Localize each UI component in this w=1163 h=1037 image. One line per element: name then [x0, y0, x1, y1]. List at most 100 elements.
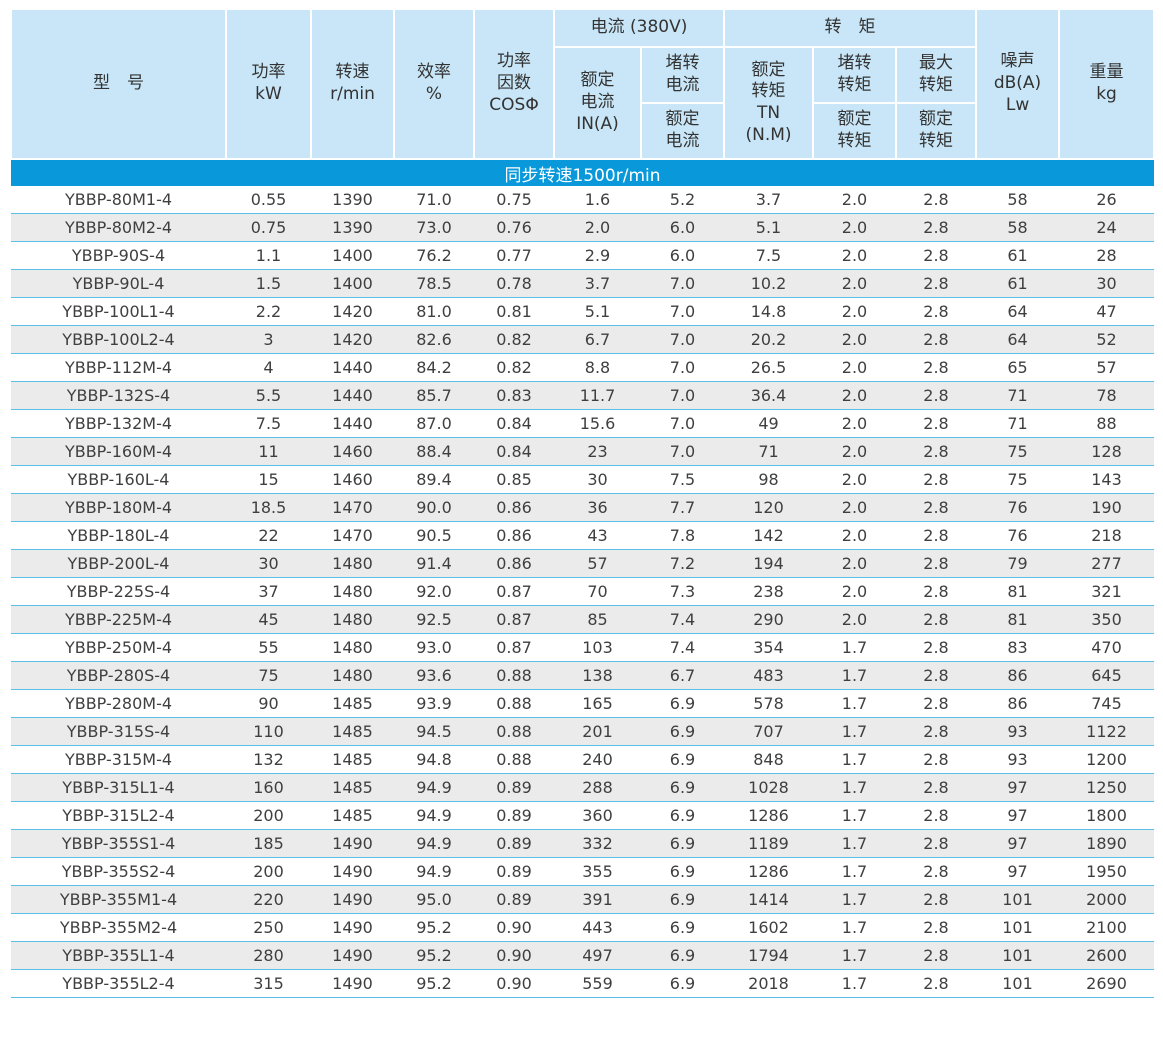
cell-rated-current: 288 — [554, 773, 641, 802]
cell-efficiency: 89.4 — [394, 465, 474, 494]
cell-noise: 86 — [976, 661, 1060, 690]
cell-rated-torque: 20.2 — [724, 325, 813, 354]
cell-rated-torque: 71 — [724, 437, 813, 466]
cell-locked-current-ratio: 6.9 — [641, 773, 724, 802]
cell-efficiency: 78.5 — [394, 269, 474, 298]
cell-noise: 97 — [976, 829, 1060, 858]
cell-power-factor: 0.87 — [474, 605, 554, 634]
cell-power: 200 — [226, 857, 311, 886]
cell-locked-torque-ratio: 2.0 — [813, 521, 896, 550]
table-row: YBBP-280M-4 90 1485 93.9 0.88 165 6.9 578 1.7 2.8… — [11, 689, 1155, 718]
cell-efficiency: 95.2 — [394, 913, 474, 942]
cell-power-factor: 0.89 — [474, 801, 554, 830]
col-header-locked-torque-numerator: 堵转 转矩 — [812, 46, 897, 104]
cell-noise: 81 — [976, 577, 1060, 606]
cell-rated-current: 57 — [554, 549, 641, 578]
cell-power-factor: 0.90 — [474, 969, 554, 998]
cell-power: 4 — [226, 353, 311, 382]
cell-weight: 350 — [1059, 605, 1155, 634]
cell-rated-torque: 98 — [724, 465, 813, 494]
col-header-max-torque-numerator: 最大 转矩 — [894, 46, 978, 104]
cell-power-factor: 0.84 — [474, 437, 554, 466]
col-header-efficiency: 效率 % — [393, 8, 475, 160]
cell-model: YBBP-280M-4 — [11, 689, 226, 718]
table-row: YBBP-315M-4 132 1485 94.8 0.88 240 6.9 848 1.7 2.… — [11, 745, 1155, 774]
cell-rated-current: 36 — [554, 493, 641, 522]
cell-power: 7.5 — [226, 409, 311, 438]
cell-power: 18.5 — [226, 493, 311, 522]
cell-locked-current-ratio: 7.7 — [641, 493, 724, 522]
cell-max-torque-ratio: 2.8 — [896, 941, 977, 970]
cell-power-factor: 0.75 — [474, 186, 554, 214]
cell-max-torque-ratio: 2.8 — [896, 186, 977, 214]
cell-max-torque-ratio: 2.8 — [896, 969, 977, 998]
cell-rated-torque: 290 — [724, 605, 813, 634]
cell-locked-torque-ratio: 2.0 — [813, 213, 896, 242]
cell-rated-torque: 5.1 — [724, 213, 813, 242]
cell-power-factor: 0.77 — [474, 241, 554, 270]
table-row: YBBP-280S-4 75 1480 93.6 0.88 138 6.7 483 1.7 2.8… — [11, 661, 1155, 690]
cell-speed: 1490 — [311, 829, 394, 858]
cell-rated-current: 103 — [554, 633, 641, 662]
cell-locked-current-ratio: 7.0 — [641, 409, 724, 438]
cell-noise: 86 — [976, 689, 1060, 718]
cell-locked-current-ratio: 7.3 — [641, 577, 724, 606]
cell-speed: 1490 — [311, 913, 394, 942]
cell-efficiency: 90.0 — [394, 493, 474, 522]
cell-noise: 101 — [976, 941, 1060, 970]
cell-locked-current-ratio: 6.9 — [641, 857, 724, 886]
cell-locked-current-ratio: 7.0 — [641, 437, 724, 466]
cell-locked-torque-ratio: 1.7 — [813, 773, 896, 802]
cell-noise: 75 — [976, 465, 1060, 494]
cell-model: YBBP-225M-4 — [11, 605, 226, 634]
cell-locked-torque-ratio: 2.0 — [813, 605, 896, 634]
cell-locked-torque-ratio: 1.7 — [813, 661, 896, 690]
cell-locked-torque-ratio: 2.0 — [813, 437, 896, 466]
cell-locked-current-ratio: 6.9 — [641, 801, 724, 830]
table-row: YBBP-355S1-4 185 1490 94.9 0.89 332 6.9 1189 1.7… — [11, 829, 1155, 858]
cell-locked-current-ratio: 6.9 — [641, 969, 724, 998]
cell-rated-torque: 1286 — [724, 857, 813, 886]
cell-locked-torque-ratio: 2.0 — [813, 465, 896, 494]
cell-efficiency: 94.9 — [394, 773, 474, 802]
cell-power-factor: 0.89 — [474, 773, 554, 802]
cell-speed: 1485 — [311, 773, 394, 802]
cell-power: 1.1 — [226, 241, 311, 270]
table-row: YBBP-160M-4 11 1460 88.4 0.84 23 7.0 71 2.0 2.8 75… — [11, 437, 1155, 466]
col-header-locked-current-denominator: 额定 电流 — [640, 102, 725, 160]
table-row: YBBP-250M-4 55 1480 93.0 0.87 103 7.4 354 1.7 2.8… — [11, 633, 1155, 662]
table-row: YBBP-355L2-4 315 1490 95.2 0.90 559 6.9 2018 1.7… — [11, 969, 1155, 998]
cell-model: YBBP-250M-4 — [11, 633, 226, 662]
cell-weight: 470 — [1059, 633, 1155, 662]
cell-max-torque-ratio: 2.8 — [896, 885, 977, 914]
cell-efficiency: 73.0 — [394, 213, 474, 242]
cell-rated-torque: 238 — [724, 577, 813, 606]
cell-rated-current: 1.6 — [554, 186, 641, 214]
cell-locked-torque-ratio: 2.0 — [813, 549, 896, 578]
cell-max-torque-ratio: 2.8 — [896, 493, 977, 522]
table-row: YBBP-132S-4 5.5 1440 85.7 0.83 11.7 7.0 36.4 2.0… — [11, 381, 1155, 410]
cell-max-torque-ratio: 2.8 — [896, 213, 977, 242]
cell-rated-current: 443 — [554, 913, 641, 942]
cell-locked-current-ratio: 7.0 — [641, 353, 724, 382]
cell-rated-torque: 10.2 — [724, 269, 813, 298]
cell-locked-current-ratio: 6.9 — [641, 829, 724, 858]
cell-speed: 1470 — [311, 493, 394, 522]
cell-locked-torque-ratio: 1.7 — [813, 689, 896, 718]
cell-rated-current: 138 — [554, 661, 641, 690]
table-row: YBBP-80M1-4 0.55 1390 71.0 0.75 1.6 5.2 3.7 2.0 2… — [11, 186, 1155, 214]
cell-rated-torque: 194 — [724, 549, 813, 578]
cell-power: 0.55 — [226, 186, 311, 214]
cell-speed: 1485 — [311, 745, 394, 774]
table-row: YBBP-112M-4 4 1440 84.2 0.82 8.8 7.0 26.5 2.0 2.8… — [11, 353, 1155, 382]
cell-model: YBBP-355M2-4 — [11, 913, 226, 942]
cell-rated-torque: 1028 — [724, 773, 813, 802]
cell-noise: 101 — [976, 969, 1060, 998]
col-header-max-torque-denominator: 额定 转矩 — [894, 102, 978, 160]
cell-rated-torque: 354 — [724, 633, 813, 662]
cell-locked-current-ratio: 6.9 — [641, 689, 724, 718]
cell-max-torque-ratio: 2.8 — [896, 549, 977, 578]
cell-speed: 1460 — [311, 437, 394, 466]
cell-rated-current: 15.6 — [554, 409, 641, 438]
cell-max-torque-ratio: 2.8 — [896, 605, 977, 634]
